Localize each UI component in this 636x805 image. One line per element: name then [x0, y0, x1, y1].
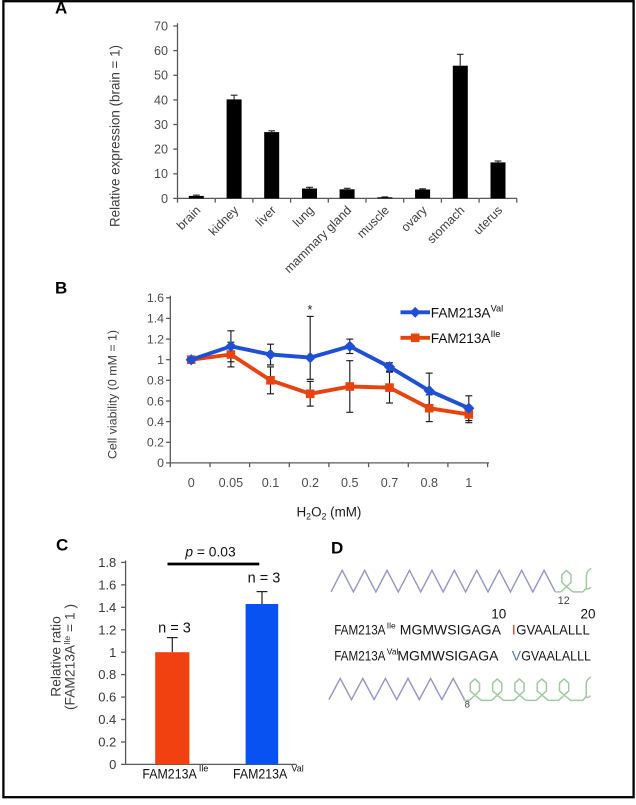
svg-text:0.05: 0.05: [219, 476, 244, 490]
svg-text:70: 70: [154, 19, 168, 33]
svg-text:FAM213A: FAM213A: [431, 331, 492, 346]
svg-text:0.1: 0.1: [262, 476, 280, 490]
svg-text:1.8: 1.8: [98, 555, 116, 570]
svg-text:10: 10: [154, 167, 168, 181]
svg-text:0: 0: [157, 456, 164, 470]
svg-text:0: 0: [109, 757, 116, 772]
svg-text:0.8: 0.8: [98, 667, 116, 682]
svg-text:FAM213A: FAM213A: [334, 623, 385, 638]
svg-text:Ile: Ile: [491, 329, 501, 339]
svg-text:8: 8: [465, 700, 470, 711]
svg-text:40: 40: [154, 93, 168, 107]
svg-text:V: V: [512, 648, 522, 664]
svg-text:1.4: 1.4: [98, 600, 116, 615]
svg-text:Val: Val: [387, 646, 399, 656]
svg-text:0.7: 0.7: [381, 476, 399, 490]
svg-text:FAM213A: FAM213A: [431, 305, 492, 320]
svg-text:0.2: 0.2: [301, 476, 319, 490]
svg-text:0: 0: [161, 192, 168, 206]
svg-text:D: D: [331, 539, 343, 558]
svg-text:Ile: Ile: [387, 620, 396, 630]
svg-text:Ile: Ile: [199, 764, 209, 774]
svg-text:0.6: 0.6: [147, 394, 164, 408]
svg-text:FAM213A: FAM213A: [233, 767, 287, 782]
svg-text:1.6: 1.6: [98, 578, 116, 593]
svg-text:MGMWSIGAGA: MGMWSIGAGA: [400, 622, 502, 638]
svg-text:0.4: 0.4: [98, 712, 116, 727]
svg-text:C: C: [56, 536, 68, 555]
svg-text:GVAALALLL: GVAALALLL: [516, 622, 590, 638]
svg-text:10: 10: [491, 607, 506, 622]
svg-text:B: B: [55, 279, 67, 298]
svg-text:n = 3: n = 3: [248, 571, 281, 587]
svg-text:Val: Val: [291, 764, 303, 774]
svg-text:Cell viability (0 mM = 1): Cell viability (0 mM = 1): [106, 330, 120, 459]
svg-text:1.2: 1.2: [147, 332, 164, 346]
svg-text:1: 1: [465, 476, 472, 490]
svg-text:1: 1: [157, 353, 164, 367]
svg-text:0.8: 0.8: [420, 476, 438, 490]
svg-text:1: 1: [109, 645, 116, 660]
svg-text:50: 50: [154, 69, 168, 83]
svg-text:A: A: [55, 0, 67, 18]
svg-text:0.8: 0.8: [147, 374, 164, 388]
svg-text:MGMWSIGAGA: MGMWSIGAGA: [397, 648, 499, 664]
svg-text:0.4: 0.4: [147, 415, 164, 429]
svg-text:Relative expression (brain = 1: Relative expression (brain = 1): [108, 45, 123, 227]
svg-text:12: 12: [558, 595, 570, 607]
svg-text:H2O2 (mM): H2O2 (mM): [297, 505, 362, 522]
svg-text:0.6: 0.6: [98, 690, 116, 705]
svg-text:I: I: [512, 622, 516, 638]
svg-text:1.4: 1.4: [147, 312, 164, 326]
svg-text:0: 0: [188, 476, 195, 490]
svg-text:0.2: 0.2: [98, 735, 116, 750]
svg-text:1.2: 1.2: [98, 622, 116, 637]
svg-text:GVAALALLL: GVAALALLL: [521, 648, 591, 664]
svg-text:(FAM213AIle = 1 ): (FAM213AIle = 1 ): [62, 604, 78, 710]
svg-text:Relative ratio: Relative ratio: [49, 616, 64, 697]
svg-text:20: 20: [154, 143, 168, 157]
svg-text:0.2: 0.2: [147, 436, 164, 450]
svg-text:Val: Val: [491, 304, 504, 314]
svg-text:0.5: 0.5: [341, 476, 359, 490]
svg-text:60: 60: [154, 44, 168, 58]
svg-text:n = 3: n = 3: [158, 620, 191, 636]
svg-text:1.6: 1.6: [147, 291, 164, 305]
svg-text:*: *: [307, 302, 312, 317]
svg-text:20: 20: [581, 607, 596, 622]
svg-text:FAM213A: FAM213A: [142, 767, 196, 782]
svg-text:30: 30: [154, 118, 168, 132]
svg-text:p = 0.03: p = 0.03: [184, 545, 236, 560]
svg-text:FAM213A: FAM213A: [334, 649, 385, 664]
